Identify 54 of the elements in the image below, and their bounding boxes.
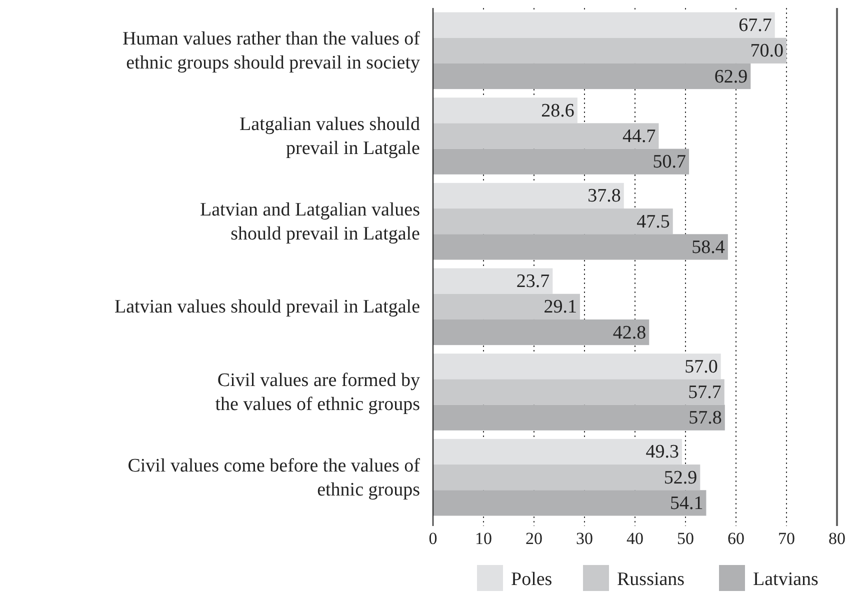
y-tick-label: Latvian values should prevail in Latgale xyxy=(114,296,420,318)
x-tick-label: 40 xyxy=(626,529,644,548)
bar xyxy=(433,294,580,320)
y-tick-label: Civil values come before the values of ethnic groups xyxy=(128,455,421,500)
legend-label: Poles xyxy=(511,569,552,590)
legend-label: Russians xyxy=(617,569,685,590)
legend-label: Latvians xyxy=(753,569,818,590)
data-label: 50.7 xyxy=(652,152,686,173)
data-label: 58.4 xyxy=(692,236,726,258)
bar xyxy=(433,490,706,516)
bar xyxy=(433,63,751,90)
bar xyxy=(433,98,578,124)
bar xyxy=(433,379,724,405)
x-tick-label: 30 xyxy=(576,529,593,548)
data-label: 57.0 xyxy=(684,356,718,378)
y-tick-label: Human values rather than the values of ethnic groups should prevail in society xyxy=(122,28,421,74)
bar xyxy=(433,12,775,38)
data-label: 67.7 xyxy=(738,15,772,36)
y-tick-label: Civil values are formed by the values of ethnic groups xyxy=(215,370,420,415)
bar xyxy=(433,354,721,380)
data-label: 57.8 xyxy=(688,408,722,429)
y-tick-label: Latvian and Latgalian values should prevail in Latgale xyxy=(200,199,420,244)
data-label: 57.7 xyxy=(688,382,722,403)
data-label: 70.0 xyxy=(750,40,784,62)
data-label: 52.9 xyxy=(664,467,698,488)
y-tick-label: Latgalian values should prevail in Latgale xyxy=(240,114,420,159)
bar xyxy=(433,438,682,465)
bar xyxy=(433,123,659,149)
bar xyxy=(433,148,690,174)
bar xyxy=(433,234,728,260)
bar xyxy=(433,208,673,234)
x-tick-label: 60 xyxy=(728,529,744,548)
x-tick-label: 10 xyxy=(475,529,492,548)
data-label: 44.7 xyxy=(622,126,656,147)
bar xyxy=(433,464,700,490)
x-tick-label: 50 xyxy=(677,529,694,548)
bar xyxy=(433,182,624,209)
data-label: 29.1 xyxy=(544,296,577,318)
x-tick-label: 80 xyxy=(828,529,846,548)
bar xyxy=(433,38,786,64)
x-tick-label: 70 xyxy=(778,529,795,548)
x-tick-label: 20 xyxy=(526,529,542,548)
data-label: 28.6 xyxy=(541,100,574,122)
data-label: 62.9 xyxy=(714,66,748,88)
data-label: 47.5 xyxy=(636,211,670,232)
bar xyxy=(433,404,725,430)
data-label: 42.8 xyxy=(612,322,646,344)
bar xyxy=(433,268,553,294)
data-label: 23.7 xyxy=(516,271,550,292)
data-label: 54.1 xyxy=(670,492,704,514)
data-label: 49.3 xyxy=(646,442,679,463)
x-tick-label: 0 xyxy=(428,529,438,548)
bar xyxy=(433,319,650,346)
data-label: 37.8 xyxy=(588,186,621,207)
